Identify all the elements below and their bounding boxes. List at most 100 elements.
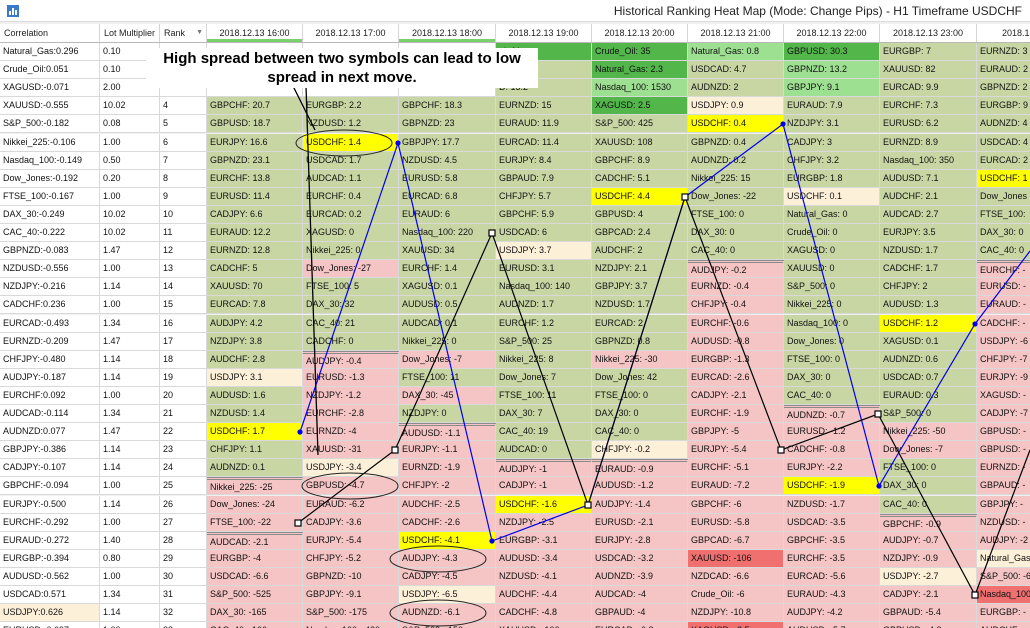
heatmap-cell[interactable]: CADJPY: 3: [784, 134, 880, 152]
header-time-4[interactable]: 2018.12.13 20:00: [592, 24, 688, 42]
heatmap-cell[interactable]: GBPJPY: 17.7: [399, 134, 496, 152]
lot-multiplier-cell[interactable]: 0.20: [100, 170, 160, 188]
heatmap-cell[interactable]: Dow_Jones: 0: [784, 333, 880, 351]
correlation-cell[interactable]: Nasdaq_100:-0.149: [0, 152, 100, 170]
heatmap-cell[interactable]: EURJPY: -9: [977, 369, 1030, 387]
heatmap-cell[interactable]: DAX_30: 0: [977, 224, 1030, 242]
heatmap-cell[interactable]: EURAUD: -0.9: [592, 459, 688, 477]
heatmap-cell[interactable]: AUDCHF: -2.5: [399, 496, 496, 514]
sort-dropdown-icon[interactable]: ▼: [196, 29, 203, 36]
lot-multiplier-cell[interactable]: 1.00: [100, 188, 160, 206]
heatmap-cell[interactable]: DAX_30: 32: [303, 296, 399, 314]
correlation-cell[interactable]: FTSE_100:-0.167: [0, 188, 100, 206]
heatmap-cell[interactable]: CHFJPY: -2: [399, 477, 496, 495]
heatmap-cell[interactable]: AUDUSD: -1.1: [399, 423, 496, 441]
rank-cell[interactable]: 22: [160, 423, 207, 441]
heatmap-cell[interactable]: EURCHF: -2.8: [303, 405, 399, 423]
heatmap-cell[interactable]: Nikkei_225: 8: [496, 351, 592, 369]
heatmap-cell[interactable]: AUDNZD: -3.9: [592, 568, 688, 586]
heatmap-cell[interactable]: EURAUD: -4.3: [784, 586, 880, 604]
heatmap-cell[interactable]: AUDCAD: 0.1: [399, 315, 496, 333]
heatmap-cell[interactable]: Nikkei_225: -25: [207, 477, 303, 495]
rank-cell[interactable]: 5: [160, 115, 207, 133]
heatmap-cell[interactable]: AUDJPY: 4.2: [207, 315, 303, 333]
heatmap-cell[interactable]: GBPUSD: 18.7: [207, 115, 303, 133]
heatmap-cell[interactable]: CADCHF: 1.7: [880, 260, 977, 278]
heatmap-cell[interactable]: EURNZD: -0.4: [688, 278, 784, 296]
heatmap-cell[interactable]: Natural_Gas: 0.8: [688, 43, 784, 61]
heatmap-cell[interactable]: CADJPY: -2.1: [688, 387, 784, 405]
heatmap-cell[interactable]: Dow_Jones: -24: [207, 496, 303, 514]
lot-multiplier-cell[interactable]: 1.47: [100, 242, 160, 260]
rank-cell[interactable]: 26: [160, 496, 207, 514]
heatmap-cell[interactable]: Dow_Jones: -27: [303, 260, 399, 278]
heatmap-cell[interactable]: EURUSD: 6.2: [880, 115, 977, 133]
lot-multiplier-cell[interactable]: 1.00: [100, 387, 160, 405]
heatmap-cell[interactable]: EURGBP: -: [977, 604, 1030, 622]
rank-cell[interactable]: 7: [160, 152, 207, 170]
header-rank[interactable]: Rank ▼: [160, 24, 207, 42]
heatmap-cell[interactable]: CADCHF: -: [977, 315, 1030, 333]
heatmap-cell[interactable]: USDCHF: 1.2: [880, 315, 977, 333]
correlation-cell[interactable]: EURCHF:-0.292: [0, 514, 100, 532]
heatmap-cell[interactable]: DAX_30: -165: [207, 604, 303, 622]
lot-multiplier-cell[interactable]: 1.14: [100, 278, 160, 296]
heatmap-cell[interactable]: Nasdaq_100: 1530: [592, 79, 688, 97]
heatmap-cell[interactable]: EURCAD: -2.6: [688, 369, 784, 387]
heatmap-cell[interactable]: GBPAUD: -: [977, 477, 1030, 495]
heatmap-cell[interactable]: XAGUSD: -: [977, 387, 1030, 405]
heatmap-cell[interactable]: XAUUSD: 108: [592, 134, 688, 152]
lot-multiplier-cell[interactable]: 1.14: [100, 441, 160, 459]
heatmap-cell[interactable]: EURAUD: 6: [399, 206, 496, 224]
heatmap-cell[interactable]: Dow_Jones: -7: [880, 441, 977, 459]
correlation-cell[interactable]: S&P_500:-0.182: [0, 115, 100, 133]
heatmap-cell[interactable]: CHFJPY: 2: [880, 278, 977, 296]
correlation-cell[interactable]: GBPNZD:-0.083: [0, 242, 100, 260]
heatmap-cell[interactable]: GBPUSD: -4.3: [880, 622, 977, 628]
heatmap-cell[interactable]: Nasdaq_100: 140: [496, 278, 592, 296]
heatmap-cell[interactable]: EURGBP: -1.3: [688, 351, 784, 369]
heatmap-cell[interactable]: GBPNZD: 2: [977, 79, 1030, 97]
heatmap-cell[interactable]: NZDUSD: -4.1: [496, 568, 592, 586]
correlation-cell[interactable]: Crude_Oil:0.051: [0, 61, 100, 79]
header-time-6[interactable]: 2018.12.13 22:00: [784, 24, 880, 42]
heatmap-cell[interactable]: Nasdaq_100: [977, 586, 1030, 604]
heatmap-cell[interactable]: AUDUSD: -5.7: [784, 622, 880, 628]
lot-multiplier-cell[interactable]: 1.34: [100, 586, 160, 604]
rank-cell[interactable]: 19: [160, 369, 207, 387]
lot-multiplier-cell[interactable]: 1.14: [100, 351, 160, 369]
heatmap-cell[interactable]: GBPJPY: 3.7: [592, 278, 688, 296]
heatmap-cell[interactable]: CADCHF: -4.8: [496, 604, 592, 622]
heatmap-cell[interactable]: USDCAD: 4: [977, 134, 1030, 152]
heatmap-cell[interactable]: NZDJPY: 3.8: [207, 333, 303, 351]
heatmap-cell[interactable]: USDCAD: 0.7: [880, 369, 977, 387]
heatmap-cell[interactable]: AUDCHF: -4.4: [496, 586, 592, 604]
rank-cell[interactable]: 20: [160, 387, 207, 405]
heatmap-cell[interactable]: USDCHF: -1.9: [784, 477, 880, 495]
heatmap-cell[interactable]: CAC_40: -106: [207, 622, 303, 628]
heatmap-cell[interactable]: GBPUSD: 4: [592, 206, 688, 224]
heatmap-cell[interactable]: AUDJPY: -1.4: [592, 496, 688, 514]
heatmap-cell[interactable]: CADJPY: -4.5: [399, 568, 496, 586]
heatmap-cell[interactable]: GBPCHF: -3.5: [784, 532, 880, 550]
heatmap-cell[interactable]: EURAUD: 7.9: [784, 97, 880, 115]
heatmap-cell[interactable]: FTSE_100: 11: [496, 387, 592, 405]
heatmap-cell[interactable]: CHFJPY: -5.2: [303, 550, 399, 568]
heatmap-cell[interactable]: USDCHF: -1.6: [496, 496, 592, 514]
heatmap-cell[interactable]: EURCAD: 2: [977, 152, 1030, 170]
heatmap-cell[interactable]: XAGUSD: -2.5: [688, 622, 784, 628]
heatmap-cell[interactable]: CAC_40: 21: [303, 315, 399, 333]
heatmap-cell[interactable]: AUDNZD: -6.1: [399, 604, 496, 622]
heatmap-cell[interactable]: S&P_500: 25: [496, 333, 592, 351]
lot-multiplier-cell[interactable]: 1.14: [100, 459, 160, 477]
heatmap-cell[interactable]: GBPNZD: 0.4: [688, 134, 784, 152]
heatmap-cell[interactable]: EURAUD: 12.2: [207, 224, 303, 242]
heatmap-cell[interactable]: AUDNZD: 4: [977, 115, 1030, 133]
header-lot-multiplier[interactable]: Lot Multiplier: [100, 24, 160, 42]
heatmap-cell[interactable]: DAX_30: 7: [496, 405, 592, 423]
heatmap-cell[interactable]: NZDJPY: -10.8: [688, 604, 784, 622]
heatmap-cell[interactable]: EURGBP: 2.2: [303, 97, 399, 115]
header-time-7[interactable]: 2018.12.13 23:00: [880, 24, 977, 42]
heatmap-cell[interactable]: EURNZD: 12.8: [207, 242, 303, 260]
heatmap-cell[interactable]: USDCHF: 4.4: [592, 188, 688, 206]
